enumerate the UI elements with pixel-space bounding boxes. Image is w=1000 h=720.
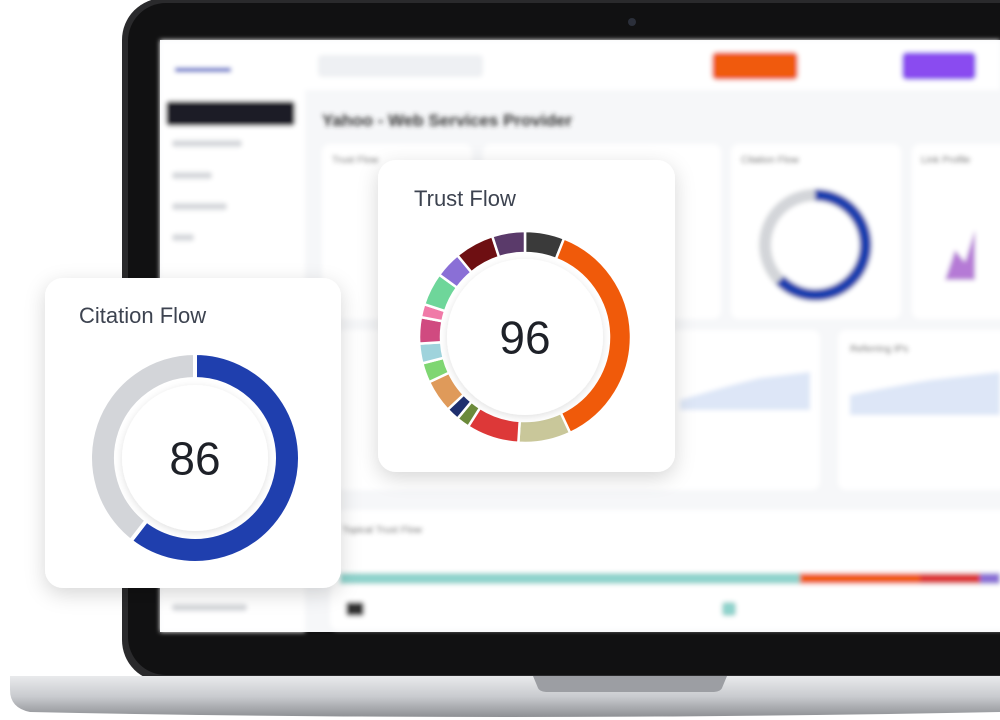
top-bar xyxy=(160,40,1000,90)
purple-button xyxy=(902,52,976,80)
strip xyxy=(920,573,980,584)
blurred-area xyxy=(945,230,975,280)
sidebar-item xyxy=(172,604,247,611)
sidebar-item xyxy=(172,203,227,210)
blurred-area xyxy=(850,372,1000,415)
donut-center xyxy=(122,385,268,531)
strip xyxy=(980,573,1000,584)
donut-segment xyxy=(127,350,302,565)
sidebar-item xyxy=(172,140,242,147)
citation-card: Citation Flow 86 xyxy=(45,278,341,588)
card xyxy=(330,510,1000,630)
donut-segment xyxy=(88,350,197,544)
logo: ▬▬▬▬ xyxy=(175,59,231,75)
sidebar-item xyxy=(172,234,194,241)
search xyxy=(318,55,483,77)
strip xyxy=(800,573,920,584)
laptop-notch xyxy=(533,676,727,692)
card xyxy=(912,144,1000,319)
score: 86 xyxy=(169,433,220,485)
legend-swatch xyxy=(346,602,364,616)
card-title: Citation Flow xyxy=(79,303,206,328)
card-title: Link Profile xyxy=(921,155,971,166)
orange-button xyxy=(712,52,798,80)
camera xyxy=(628,18,636,26)
blurred-gauge-arc xyxy=(775,188,872,301)
laptop-base xyxy=(10,676,1000,717)
card-title: Trust Flow xyxy=(414,186,516,211)
section-title: Topical Trust Flow xyxy=(342,525,423,536)
donut-center xyxy=(447,259,603,415)
legend-swatch xyxy=(722,602,736,616)
blurred-area xyxy=(680,372,810,410)
sidebar-item xyxy=(172,172,212,179)
trust-card: Trust Flow 96 xyxy=(378,160,675,472)
score: 96 xyxy=(499,312,550,364)
card-title: Trust Flow xyxy=(332,155,379,166)
card-title: Citation Flow xyxy=(741,155,800,166)
strip xyxy=(340,573,800,584)
sidebar-active xyxy=(166,101,295,126)
donut-segment xyxy=(490,229,527,259)
page-title: Yahoo - Web Services Provider xyxy=(322,111,572,130)
card-title: Referring IPs xyxy=(850,344,908,355)
